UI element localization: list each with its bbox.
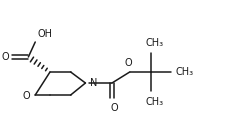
Text: O: O (23, 91, 30, 101)
Text: CH₃: CH₃ (145, 97, 163, 107)
Text: O: O (1, 52, 9, 62)
Text: O: O (110, 103, 118, 113)
Text: O: O (125, 58, 133, 68)
Text: CH₃: CH₃ (176, 67, 194, 77)
Text: N: N (90, 78, 98, 88)
Text: CH₃: CH₃ (145, 38, 163, 48)
Text: OH: OH (37, 29, 52, 39)
